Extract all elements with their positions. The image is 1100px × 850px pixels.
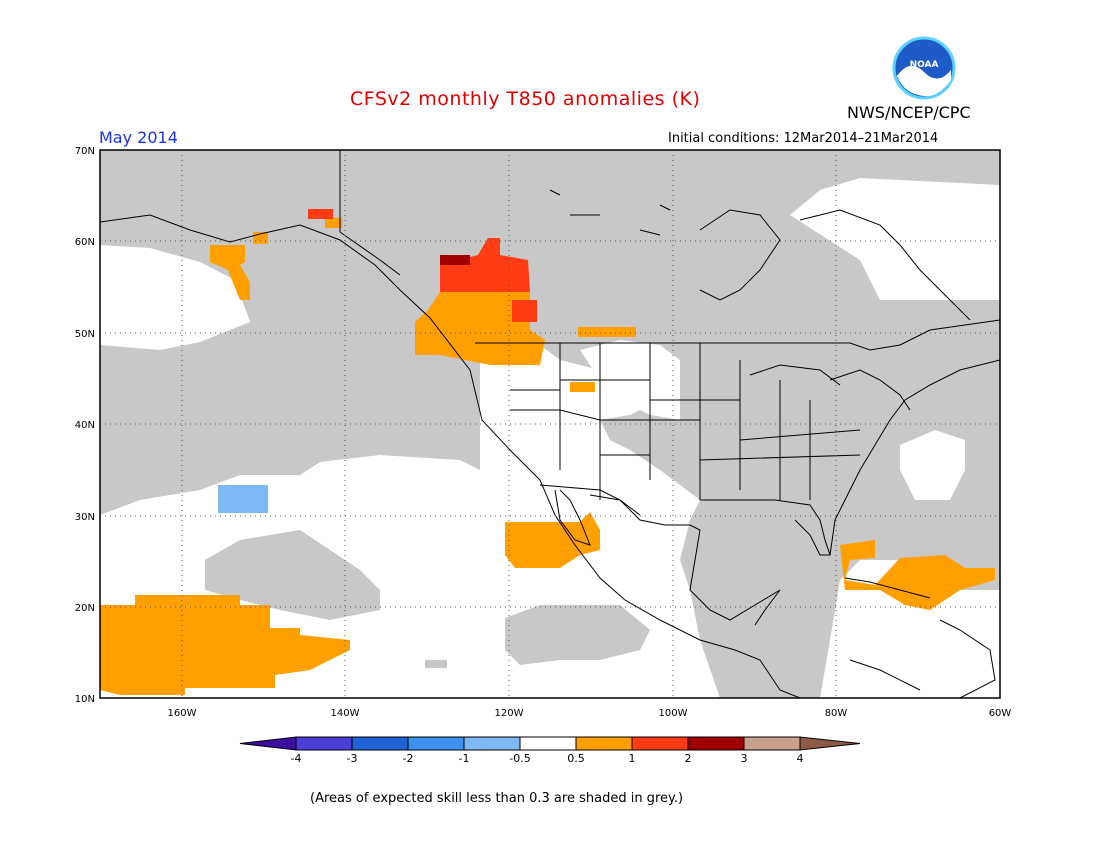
colorbar-label: -3 [347, 752, 358, 765]
lon-tick-label: 120W [495, 708, 524, 719]
strong-warm-anomaly-region [308, 209, 537, 322]
colorbar-swatch [631, 736, 689, 751]
colorbar-label: 2 [685, 752, 692, 765]
colorbar-label: -1 [459, 752, 470, 765]
lon-tick-label: 80W [825, 708, 848, 719]
lat-tick-label: 70N [75, 146, 95, 157]
lat-tick-label: 30N [75, 512, 95, 523]
forecast-period: May 2014 [99, 128, 178, 147]
skill-footnote: (Areas of expected skill less than 0.3 a… [310, 791, 684, 806]
colorbar-label: 3 [741, 752, 748, 765]
lat-tick-label: 10N [75, 694, 95, 705]
colorbar-swatch [463, 736, 521, 751]
cool-anomaly-region [218, 485, 268, 513]
lat-tick-label: 20N [75, 603, 95, 614]
lat-tick-label: 40N [75, 420, 95, 431]
colorbar-swatch [295, 736, 353, 751]
colorbar-label: -0.5 [509, 752, 530, 765]
colorbar-swatch [687, 736, 745, 751]
colorbar-swatch [743, 736, 801, 751]
colorbar-label: 0.5 [567, 752, 585, 765]
anomaly-map [100, 150, 1000, 698]
colorbar-arrow-high [799, 736, 861, 751]
colorbar-swatch [351, 736, 409, 751]
colorbar-swatch [519, 736, 577, 751]
agency-label: NWS/NCEP/CPC [847, 103, 971, 122]
colorbar-arrow-low [239, 736, 297, 751]
initial-conditions: Initial conditions: 12Mar2014–21Mar2014 [668, 131, 939, 146]
lon-tick-label: 60W [989, 708, 1012, 719]
lat-tick-label: 50N [75, 329, 95, 340]
very-strong-warm-anomaly-region [440, 255, 470, 265]
noaa-logo: NOAA [892, 36, 956, 100]
colorbar-label: -4 [291, 752, 302, 765]
colorbar-swatch [575, 736, 633, 751]
map-title: CFSv2 monthly T850 anomalies (K) [350, 88, 701, 110]
longitude-axis: 160W 140W 120W 100W 80W 60W [168, 708, 1012, 719]
lon-tick-label: 100W [659, 708, 688, 719]
colorbar-label: 4 [797, 752, 804, 765]
graticule [100, 150, 1000, 698]
lon-tick-label: 160W [168, 708, 197, 719]
noaa-logo-text: NOAA [910, 60, 939, 70]
colorbar-label: 1 [629, 752, 636, 765]
colorbar-label: -2 [403, 752, 414, 765]
map-frame [99, 149, 1001, 699]
coastlines [100, 150, 1000, 698]
colorbar: -4 -3 -2 -1 -0.5 0.5 1 2 3 4 [239, 736, 861, 765]
colorbar-swatch [407, 736, 465, 751]
lat-tick-label: 60N [75, 237, 95, 248]
latitude-axis: 70N 60N 50N 40N 30N 20N 10N [75, 146, 95, 705]
lon-tick-label: 140W [331, 708, 360, 719]
